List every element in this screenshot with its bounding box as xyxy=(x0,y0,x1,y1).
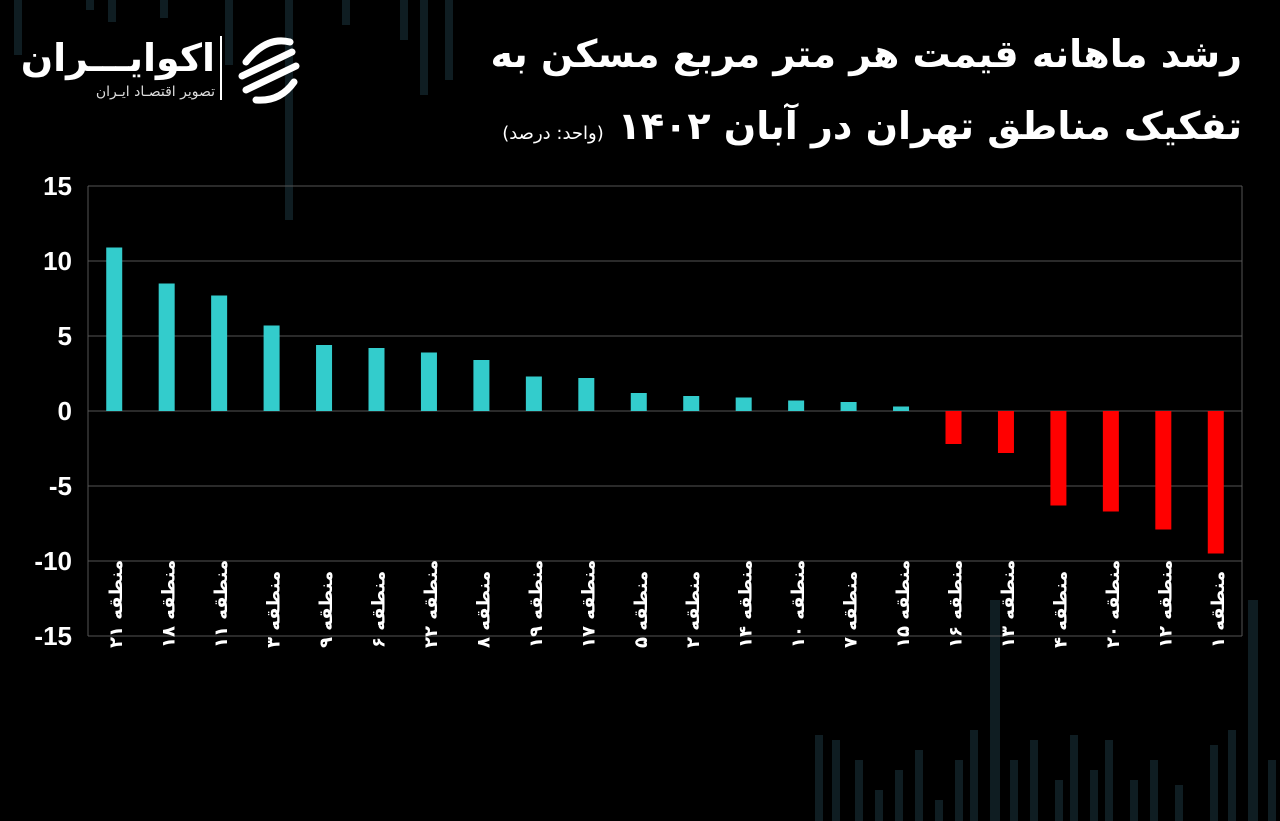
bar xyxy=(473,360,490,411)
x-tick-label: منطقه ۲۰ xyxy=(1103,560,1124,648)
decor-bar xyxy=(935,800,943,821)
x-tick-label: منطقه ۱۴ xyxy=(736,560,757,648)
decor-bar xyxy=(285,0,293,220)
chart-title-line1: رشد ماهانه قیمت هر متر مربع مسکن به xyxy=(490,32,1242,76)
bar xyxy=(1207,411,1224,554)
bar xyxy=(420,352,437,411)
y-tick-label: 15 xyxy=(43,171,72,201)
decor-bar xyxy=(1175,785,1183,821)
ecoiran-logo-icon xyxy=(238,37,300,104)
bar xyxy=(106,247,123,411)
decor-bar xyxy=(970,730,978,821)
x-tick-label: منطقه ۱۸ xyxy=(159,560,180,648)
x-tick-label: منطقه ۱۲ xyxy=(1155,560,1176,648)
decor-bar xyxy=(1090,770,1098,821)
bar xyxy=(316,345,333,411)
decor-bar xyxy=(160,0,168,18)
logo-tagline: تصویر اقتصـاد ایـران xyxy=(95,84,215,100)
bar xyxy=(840,402,857,411)
x-tick-label: منطقه ۱۳ xyxy=(998,560,1019,648)
x-tick-label: منطقه ۴ xyxy=(1050,571,1071,648)
x-tick-label: منطقه ۸ xyxy=(473,571,494,648)
x-tick-label: منطقه ۲۱ xyxy=(106,560,127,648)
bar xyxy=(683,396,700,411)
bar xyxy=(158,283,175,411)
y-tick-label: 10 xyxy=(43,246,72,276)
decor-bar xyxy=(14,0,22,55)
decor-bar xyxy=(815,735,823,821)
decor-bar xyxy=(1150,760,1158,821)
decor-bar xyxy=(875,790,883,821)
decor-bar xyxy=(1228,730,1236,821)
decor-bar xyxy=(955,760,963,821)
decor-bar xyxy=(1248,600,1258,821)
unit-label: (واحد: درصد) xyxy=(502,123,604,144)
decor-bar xyxy=(855,760,863,821)
bar xyxy=(1155,411,1172,530)
decor-bar xyxy=(915,750,923,821)
bar xyxy=(893,406,910,411)
decor-bar xyxy=(1030,740,1038,821)
decor-bar xyxy=(108,0,116,22)
decor-bar xyxy=(1210,745,1218,821)
x-tick-label: منطقه ۱۶ xyxy=(946,560,967,648)
decor-bar xyxy=(1130,780,1138,821)
bar xyxy=(578,378,595,411)
y-tick-label: 5 xyxy=(58,321,72,351)
decor-bar xyxy=(1105,740,1113,821)
x-tick-label: منطقه ۱۰ xyxy=(788,560,809,648)
bar xyxy=(1102,411,1119,512)
x-tick-label: منطقه ۱ xyxy=(1208,571,1229,648)
chart-title-text: تفکیک مناطق تهران در آبان ۱۴۰۲ xyxy=(617,104,1242,148)
bar xyxy=(735,397,752,411)
bar xyxy=(997,411,1014,453)
x-tick-label: منطقه ۶ xyxy=(369,571,390,648)
x-tick-label: منطقه ۵ xyxy=(631,571,652,648)
decor-bar xyxy=(225,0,233,65)
y-tick-label: -5 xyxy=(49,471,72,501)
x-tick-label: منطقه ۲ xyxy=(683,571,704,648)
bar xyxy=(368,348,385,411)
x-tick-label: منطقه ۷ xyxy=(841,571,862,648)
decor-bar xyxy=(1055,780,1063,821)
decor-bar xyxy=(86,0,94,10)
y-tick-label: -10 xyxy=(34,546,72,576)
bar xyxy=(630,393,647,411)
decor-bar xyxy=(895,770,903,821)
x-tick-label: منطقه ۲۲ xyxy=(421,560,442,648)
y-tick-label: -15 xyxy=(34,621,72,651)
decor-bar xyxy=(1010,760,1018,821)
decor-bar xyxy=(1070,735,1078,821)
bar xyxy=(1050,411,1067,506)
x-tick-label: منطقه ۱۹ xyxy=(526,560,547,648)
decor-bar xyxy=(342,0,350,25)
chart-title-line2: تفکیک مناطق تهران در آبان ۱۴۰۲ (واحد: درص… xyxy=(502,104,1242,148)
decor-bar xyxy=(400,0,408,40)
decor-bar xyxy=(1268,760,1276,821)
logo-divider xyxy=(220,36,222,100)
bar xyxy=(525,376,542,411)
decor-bar xyxy=(832,740,840,821)
decor-bar xyxy=(445,0,453,80)
x-tick-label: منطقه ۹ xyxy=(316,571,337,648)
decor-bar xyxy=(990,600,1000,821)
bar xyxy=(788,400,805,411)
x-tick-label: منطقه ۳ xyxy=(264,571,285,648)
x-tick-label: منطقه ۱۵ xyxy=(893,560,914,648)
bar xyxy=(263,325,280,411)
x-tick-label: منطقه ۱۱ xyxy=(211,560,232,648)
bar xyxy=(945,411,962,444)
logo-name: اکوایـــران xyxy=(20,36,215,80)
y-tick-label: 0 xyxy=(58,396,72,426)
bar xyxy=(211,295,228,411)
decor-bar xyxy=(420,0,428,95)
x-tick-label: منطقه ۱۷ xyxy=(578,560,599,648)
logo: اکوایـــران تصویر اقتصـاد ایـران xyxy=(20,30,316,110)
